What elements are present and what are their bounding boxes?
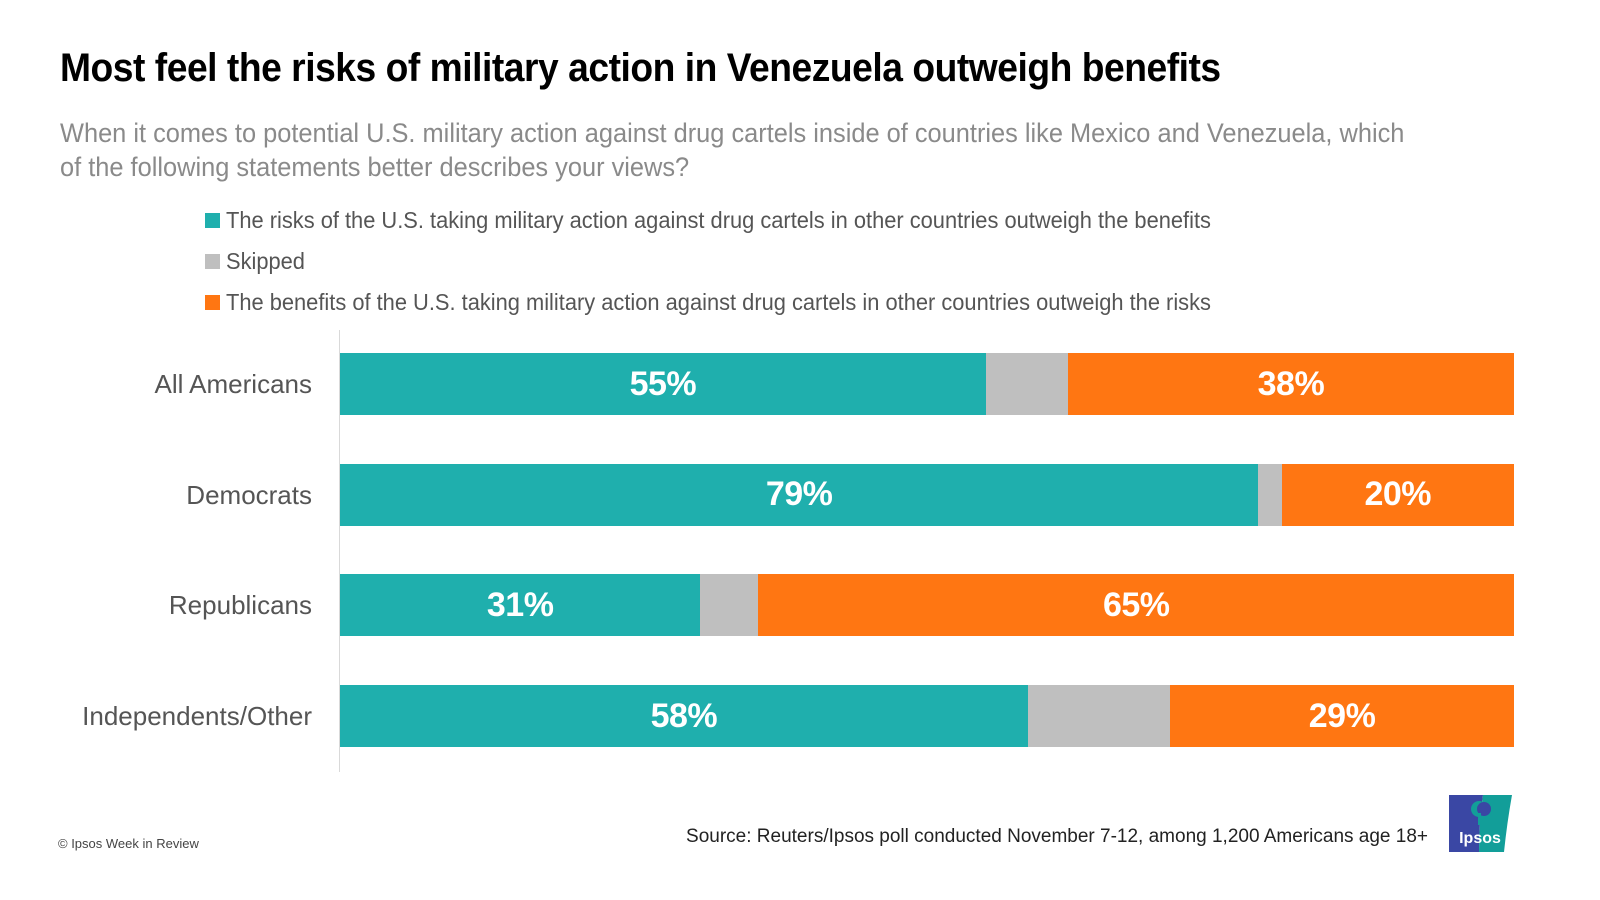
category-label-independents-other: Independents/Other	[82, 701, 312, 732]
legend-label-risks: The risks of the U.S. taking military ac…	[226, 207, 1211, 233]
legend-label-benefits: The benefits of the U.S. taking military…	[226, 289, 1211, 315]
legend: The risks of the U.S. taking military ac…	[205, 200, 1263, 323]
legend-item-skipped: Skipped	[205, 241, 1263, 282]
legend-item-benefits: The benefits of the U.S. taking military…	[205, 282, 1263, 323]
category-label-republicans: Republicans	[168, 590, 312, 621]
category-axis-line	[339, 330, 340, 772]
data-label-all-americans-benefits: 38%	[1257, 364, 1325, 403]
data-label-independents-other-benefits: 29%	[1308, 696, 1376, 735]
data-label-democrats-benefits: 20%	[1364, 475, 1432, 514]
bar-independents-other-risks: 58%	[340, 685, 1028, 748]
data-label-independents-other-risks: 58%	[650, 696, 718, 735]
bar-republicans-risks: 31%	[340, 574, 701, 637]
category-label-all-americans: All Americans	[154, 369, 313, 399]
copyright-text: © Ipsos Week in Review	[58, 836, 199, 851]
bar-democrats-skipped	[1258, 463, 1282, 526]
bar-republicans-skipped	[700, 574, 759, 637]
bar-democrats-risks: 79%	[340, 463, 1259, 526]
legend-label-skipped: Skipped	[226, 248, 305, 274]
chart-subtitle: When it comes to potential U.S. military…	[60, 118, 1405, 182]
ipsos-logo: Ipsos	[1449, 795, 1512, 852]
data-label-democrats-risks: 79%	[765, 475, 833, 514]
legend-swatch-benefits	[205, 295, 220, 310]
legend-swatch-skipped	[205, 254, 220, 269]
bar-all-americans-risks: 55%	[340, 353, 986, 415]
data-label-republicans-risks: 31%	[486, 585, 554, 624]
data-label-republicans-benefits: 65%	[1102, 585, 1170, 624]
bar-republicans-benefits: 65%	[758, 574, 1514, 637]
data-label-all-americans-risks: 55%	[629, 364, 697, 403]
legend-item-risks: The risks of the U.S. taking military ac…	[205, 200, 1263, 241]
bar-democrats-benefits: 20%	[1281, 463, 1514, 526]
ipsos-logo-text: Ipsos	[1459, 830, 1501, 847]
source-note: Source: Reuters/Ipsos poll conducted Nov…	[686, 826, 1428, 847]
category-label-democrats: Democrats	[186, 479, 312, 510]
bar-independents-other-benefits: 29%	[1170, 685, 1514, 748]
legend-swatch-risks	[205, 213, 220, 228]
bar-all-americans-benefits: 38%	[1067, 353, 1514, 415]
bar-all-americans-skipped	[985, 353, 1068, 415]
chart-title: Most feel the risks of military action i…	[60, 46, 1221, 90]
bar-independents-other-skipped	[1027, 685, 1171, 748]
